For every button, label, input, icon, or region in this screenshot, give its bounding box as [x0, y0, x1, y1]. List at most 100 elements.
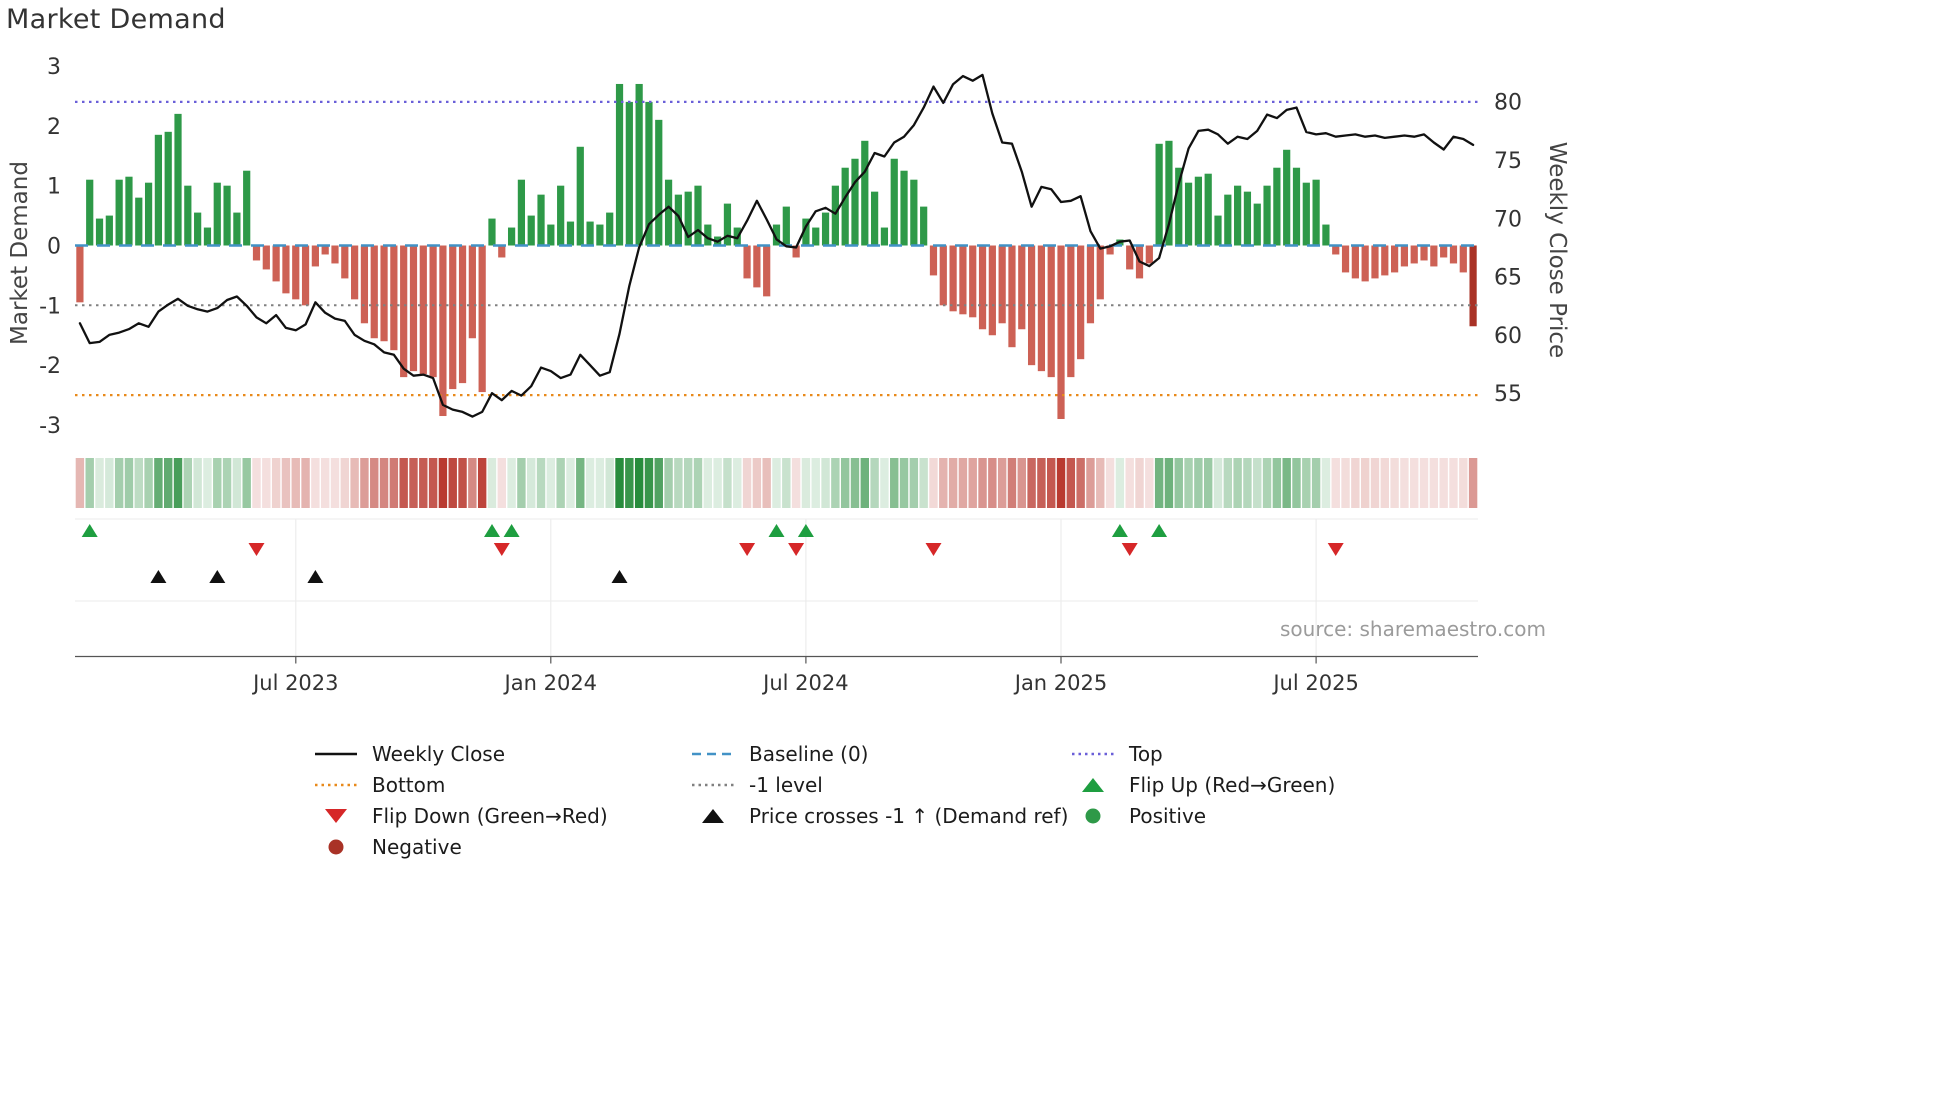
negative-demand-bar [988, 245, 996, 336]
flip-down-marker [248, 543, 265, 556]
heatmap-cell [350, 458, 359, 508]
positive-demand-bar [684, 191, 692, 246]
positive-demand-bar [144, 182, 153, 246]
flip-down-marker [925, 543, 942, 556]
heatmap-cell [566, 458, 575, 508]
minus1-line-swatch [692, 783, 734, 787]
negative-demand-bar [1145, 245, 1153, 264]
heatmap-cell [468, 458, 477, 508]
heatmap-cell [752, 458, 762, 508]
heatmap-cell [939, 458, 948, 508]
heatmap-cell [1007, 458, 1017, 508]
negative-demand-bar [1381, 245, 1389, 276]
negative-demand-bar [763, 245, 771, 297]
heatmap-cell [1086, 458, 1095, 508]
heatmap-cell [183, 458, 193, 508]
negative-demand-bar [409, 245, 418, 372]
positive-demand-bar [174, 113, 182, 246]
heatmap-cell [85, 458, 94, 508]
heatmap-cell [929, 458, 938, 508]
negative-demand-bar [1459, 245, 1467, 273]
positive-demand-bar [841, 167, 849, 246]
heatmap-cell [1390, 458, 1399, 508]
heatmap-cell [242, 458, 251, 508]
heatmap-cell [880, 458, 889, 508]
negative-demand-bar [439, 245, 447, 417]
heatmap-cell [301, 458, 310, 508]
heatmap-cell [1066, 458, 1076, 508]
positive-demand-bar [184, 185, 192, 246]
left-axis-tick-label: -1 [39, 294, 61, 319]
negative-demand-bar [1361, 245, 1369, 282]
negative-demand-bar [1371, 245, 1379, 279]
positive-demand-bar [782, 206, 790, 246]
negative-demand-bar [1027, 245, 1036, 366]
heatmap-cell [1135, 458, 1144, 508]
heatmap-cell [1468, 458, 1478, 508]
positive-demand-bar [527, 215, 535, 246]
heatmap-cell [399, 458, 408, 508]
legend-item-price-cross: Price crosses -1 ↑ (Demand ref) [690, 803, 1070, 829]
heatmap-cell [1449, 458, 1458, 508]
legend-item-flip-down: Flip Down (Green→Red) [313, 803, 690, 829]
heatmap-cell [948, 458, 958, 508]
heatmap-cell [1174, 458, 1183, 508]
heatmap-cell [683, 458, 693, 508]
positive-demand-bar [910, 179, 918, 246]
baseline-line-swatch [692, 752, 734, 756]
heatmap-cell [477, 458, 487, 508]
negative-demand-bar [262, 245, 270, 270]
heatmap-cell [1341, 458, 1350, 508]
positive-demand-bar [1194, 176, 1202, 246]
heatmap-cell [419, 458, 428, 508]
negative-demand-bar [1341, 245, 1350, 273]
negative-demand-bar [1351, 245, 1359, 279]
positive-demand-bar [900, 170, 908, 246]
weekly-close-line-swatch [315, 752, 357, 756]
top-line-swatch [1072, 752, 1114, 756]
heatmap-cell [693, 458, 703, 508]
heatmap-cell [1233, 458, 1242, 508]
heatmap-cell [1145, 458, 1154, 508]
positive-demand-bar [1214, 215, 1222, 246]
heatmap-cell [1292, 458, 1301, 508]
positive-demand-bar [1155, 143, 1163, 246]
negative-demand-bar [341, 245, 349, 279]
left-axis-tick-label: -3 [39, 414, 61, 439]
legend-label-bottom: Bottom [372, 773, 446, 797]
negative-demand-bar [1400, 245, 1409, 267]
negative-demand-bar [252, 245, 261, 261]
right-axis-tick-label: 55 [1494, 382, 1522, 407]
heatmap-cell [703, 458, 713, 508]
heatmap-cell [772, 458, 781, 508]
negative-demand-bar [1008, 245, 1016, 348]
flip-up-marker [81, 524, 98, 537]
source-note: source: sharemaestro.com [1280, 617, 1546, 641]
positive-demand-bar [880, 227, 889, 246]
positive-demand-bar [772, 224, 781, 246]
positive-demand-bar [586, 221, 594, 246]
heatmap-cell [360, 458, 369, 508]
heatmap-cell [1380, 458, 1389, 508]
x-axis-tick-label: Jan 2024 [503, 671, 598, 695]
negative-demand-bar [1469, 245, 1477, 327]
heatmap-cell [958, 458, 968, 508]
heatmap-cell [124, 458, 134, 508]
negative-demand-bar [969, 245, 977, 318]
positive-demand-bar [488, 218, 496, 246]
negative-demand-bar [1096, 245, 1104, 300]
heatmap-cell [389, 458, 399, 508]
positive-demand-bar [645, 101, 653, 246]
negative-demand-bar [468, 245, 476, 339]
negative-demand-bar [351, 245, 359, 300]
positive-demand-bar [1322, 224, 1330, 246]
heatmap-cell [1262, 458, 1272, 508]
positive-demand-bar [1184, 182, 1193, 246]
negative-demand-bar [1057, 245, 1065, 420]
positive-demand-bar [517, 179, 526, 246]
legend-label-baseline: Baseline (0) [749, 742, 869, 766]
negative-demand-bar [1410, 245, 1418, 264]
negative-demand-bar [76, 245, 84, 303]
heatmap-cell [173, 458, 183, 508]
flip-up-marker [797, 524, 814, 537]
